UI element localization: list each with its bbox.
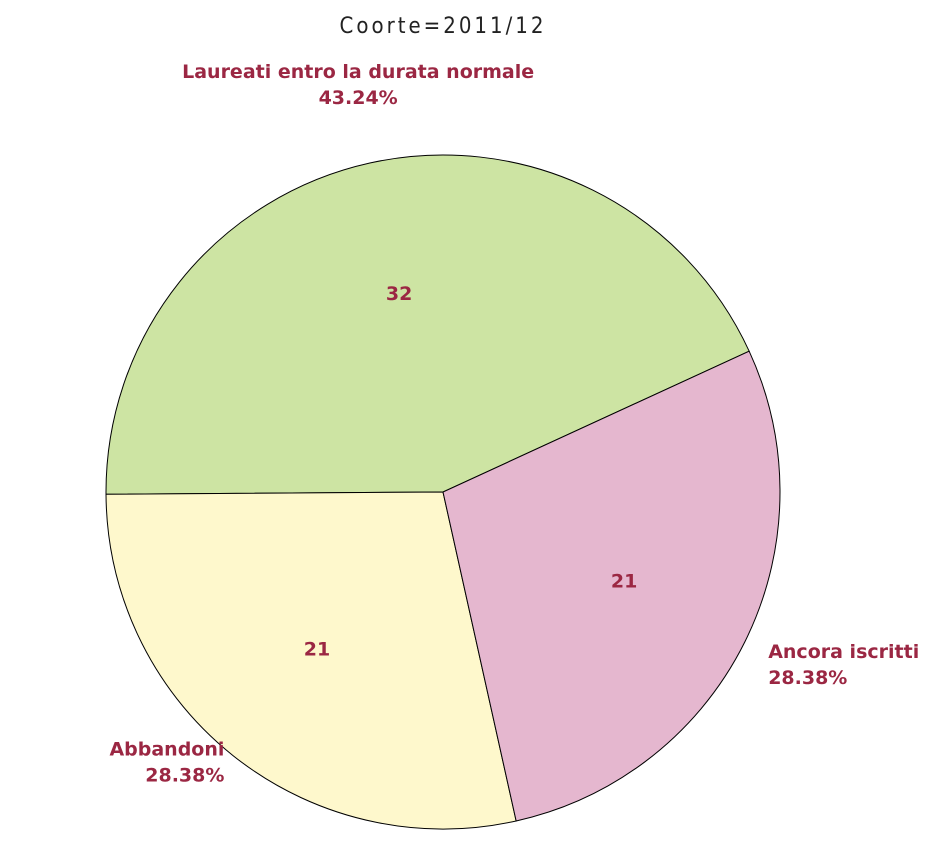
chart-title: Coorte=2011/12 (340, 14, 547, 39)
pie-slice (105, 491, 517, 830)
pie-slice (105, 154, 750, 495)
slice-percent-label: 28.38% (768, 667, 847, 689)
slice-category-label: Ancora iscritti (768, 641, 919, 663)
slice-value-label: 21 (611, 570, 637, 592)
slice-percent-label: 28.38% (145, 764, 224, 786)
slice-percent-label: 43.24% (319, 87, 398, 109)
slice-value-label: 21 (304, 639, 330, 661)
pie-slice (442, 350, 781, 822)
slice-category-label: Abbandoni (109, 738, 224, 760)
slice-category-label: Laureati entro la durata normale (182, 61, 534, 83)
slice-value-label: 32 (386, 283, 412, 305)
